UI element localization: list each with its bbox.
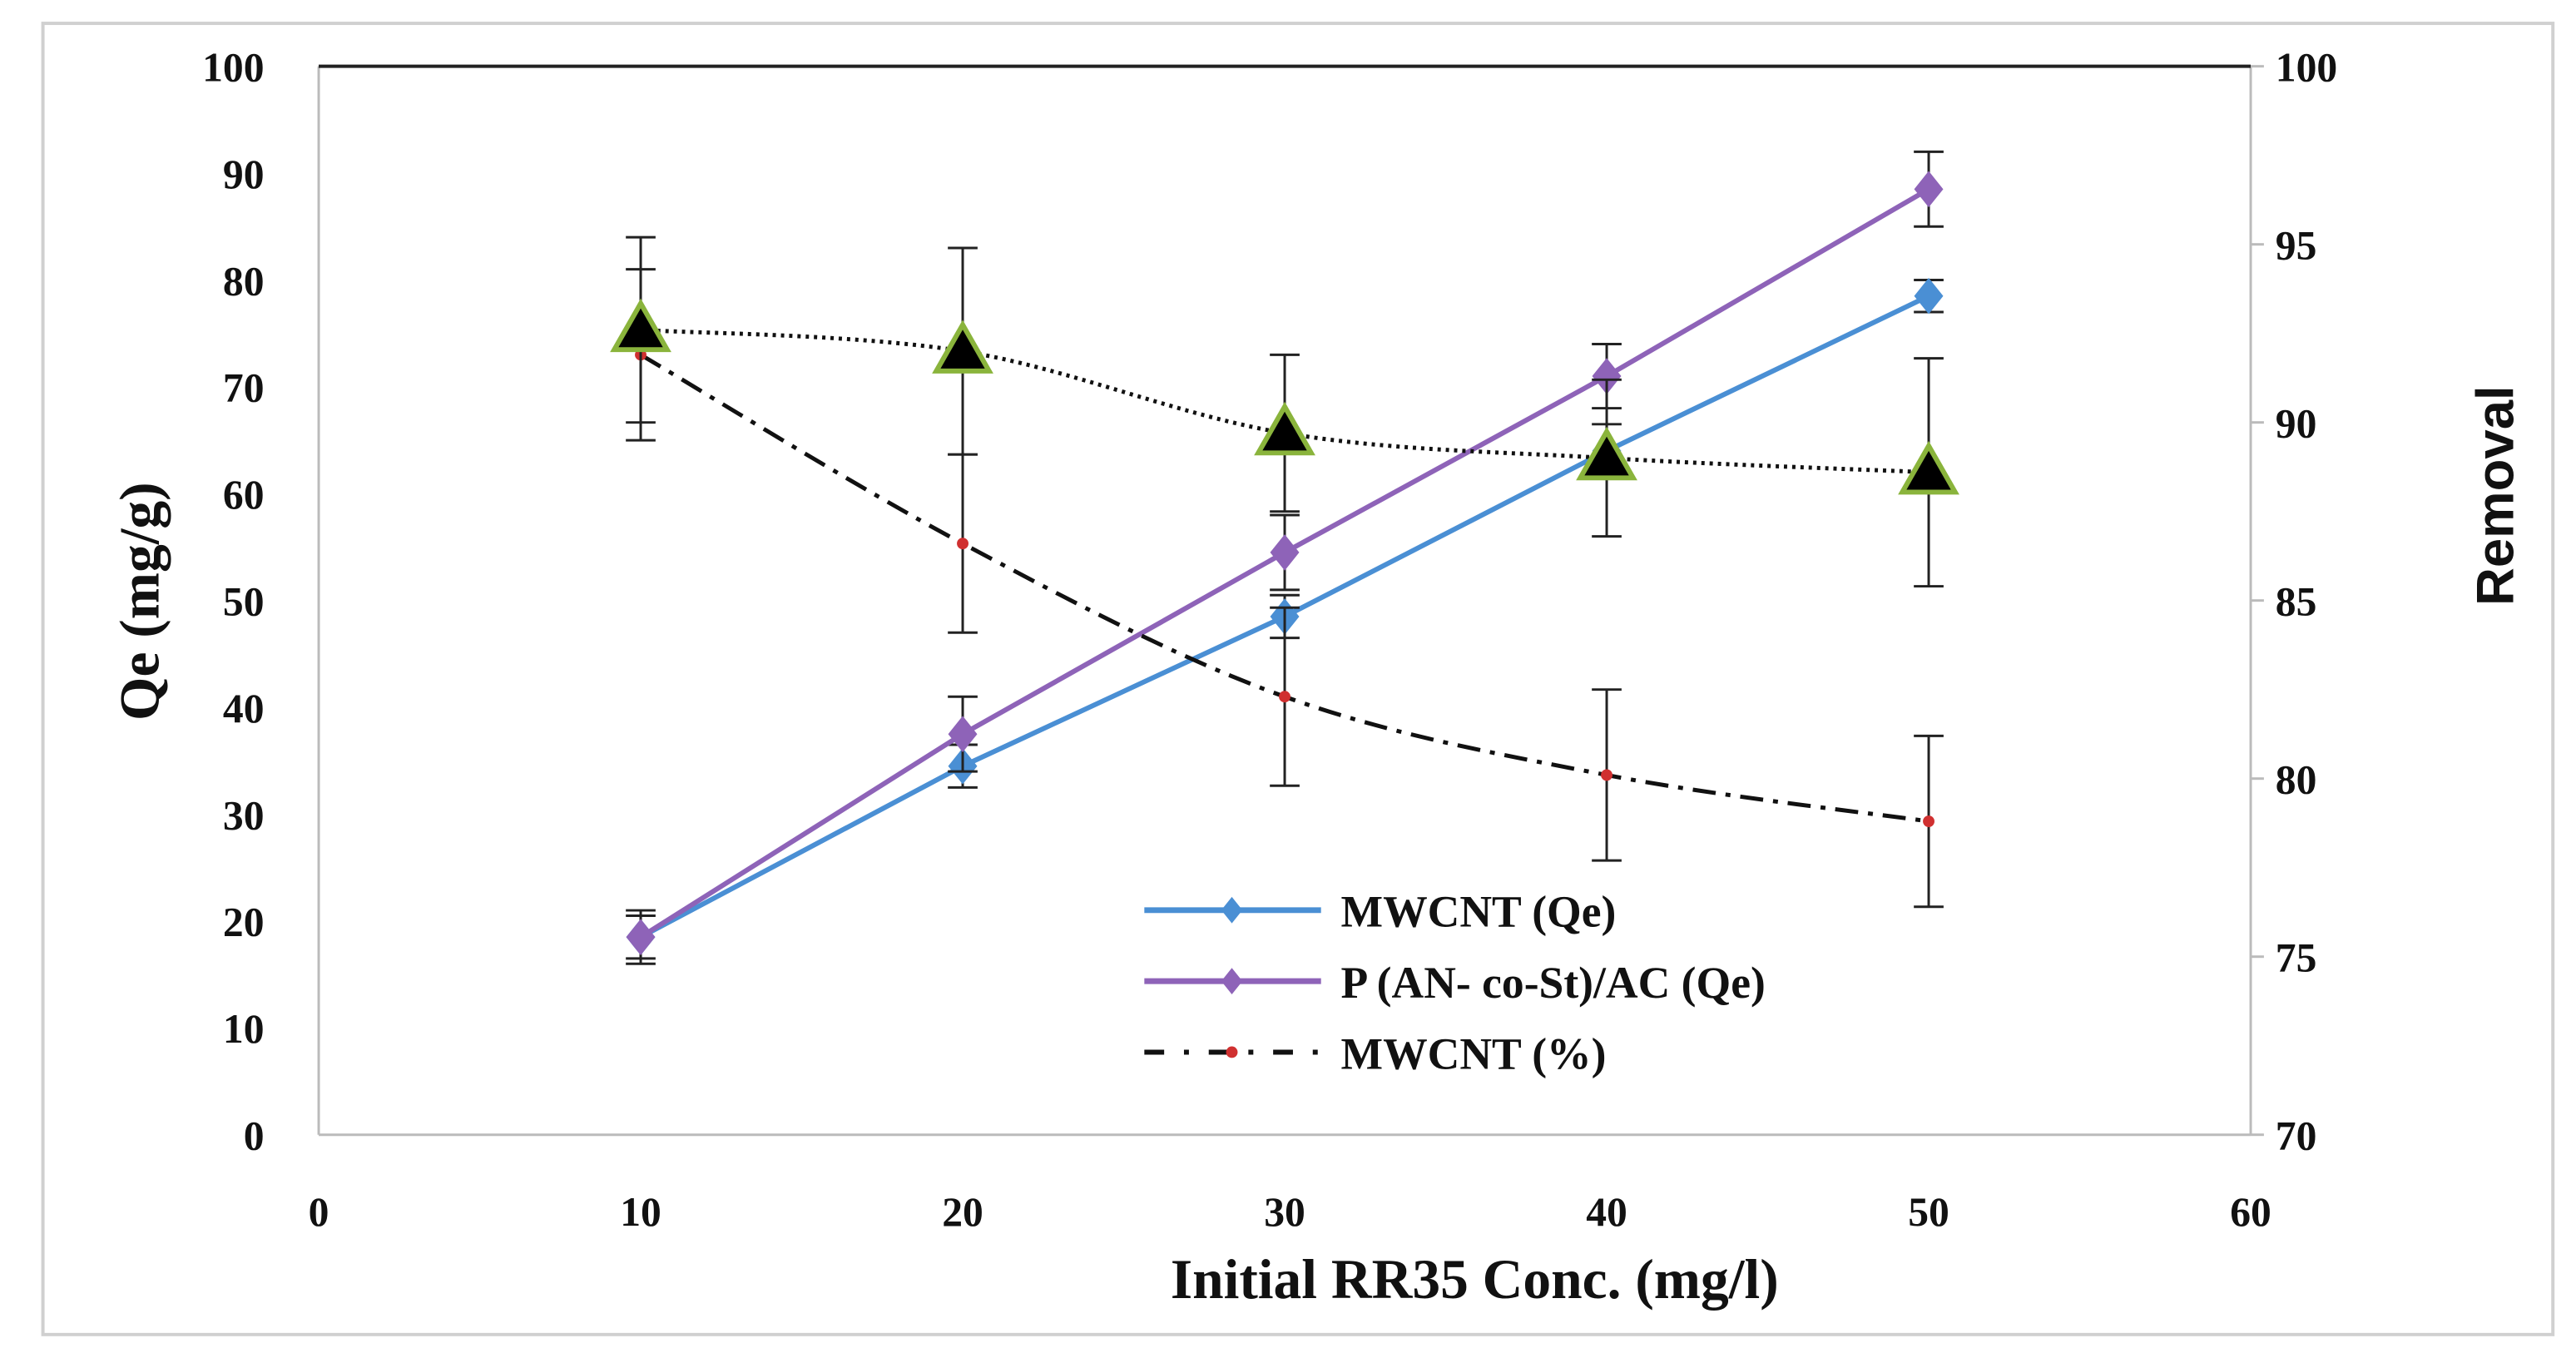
series-1 [626,150,1944,965]
y-tick-label: 10 [223,1006,265,1052]
dot-marker [1601,769,1612,781]
y2-tick-label: 80 [2276,757,2317,803]
y2-tick-label: 100 [2276,45,2337,91]
y-axis-label: Qe (mg/g) [109,482,171,721]
diamond-marker [1221,896,1243,924]
diamond-marker [626,919,656,955]
y-tick-label: 50 [223,579,265,625]
y2-tick-label: 70 [2276,1113,2317,1159]
y-tick-label: 30 [223,792,265,838]
series-line [639,353,1930,824]
series-3 [610,235,1959,588]
legend-label: MWCNT (Qe) [1341,887,1617,937]
diamond-marker [948,716,978,753]
x-tick-label: 10 [620,1189,661,1235]
dot-marker [1923,815,1934,828]
y-tick-label: 40 [223,686,265,731]
y2-tick-label: 90 [2276,401,2317,447]
y-tick-label: 20 [223,899,265,945]
legend: MWCNT (Qe) P (AN- co-St)/AC (Qe) MWCNT (%) [1144,887,1766,1078]
legend-item: MWCNT (%) [1144,1028,1606,1078]
legend-item: P (AN- co-St)/AC (Qe) [1144,958,1766,1008]
x-tick-label: 50 [1908,1189,1949,1235]
y-tick-label: 90 [223,151,265,197]
triangle-marker [1898,440,1959,495]
y2-tick-label: 75 [2276,935,2317,981]
x-tick-label: 20 [942,1189,983,1235]
diamond-marker [1592,358,1622,394]
dot-marker [1226,1046,1238,1058]
y2-axis-label: Removal [2467,385,2525,606]
triangle-marker [610,298,671,353]
legend-label: P (AN- co-St)/AC (Qe) [1341,958,1766,1008]
triangle-marker [932,320,993,374]
diamond-marker [1914,277,1944,315]
series-2 [626,268,1944,909]
x-tick-label: 40 [1586,1189,1627,1235]
y-tick-label: 0 [244,1113,265,1159]
x-tick-label: 30 [1264,1189,1305,1235]
diamond-marker [1914,171,1944,208]
y-tick-label: 60 [223,472,265,518]
y-tick-label: 100 [202,45,264,91]
triangle-marker [1254,401,1315,456]
y-tick-label: 80 [223,258,265,304]
legend-label: MWCNT (%) [1341,1028,1607,1078]
y2-tick-label: 85 [2276,579,2317,625]
diamond-marker [1221,968,1243,995]
triangle-marker [1576,426,1637,481]
x-axis-label: Initial RR35 Conc. (mg/l) [1171,1248,1779,1311]
legend-item: MWCNT (Qe) [1144,887,1616,937]
dot-marker [957,538,968,550]
x-tick-label: 0 [309,1189,329,1235]
dot-marker [1279,691,1290,703]
y2-tick-label: 95 [2276,223,2317,269]
diamond-marker [1270,534,1300,571]
chart-border [41,22,2555,1336]
y-tick-label: 70 [223,365,265,411]
x-tick-label: 60 [2230,1189,2271,1235]
